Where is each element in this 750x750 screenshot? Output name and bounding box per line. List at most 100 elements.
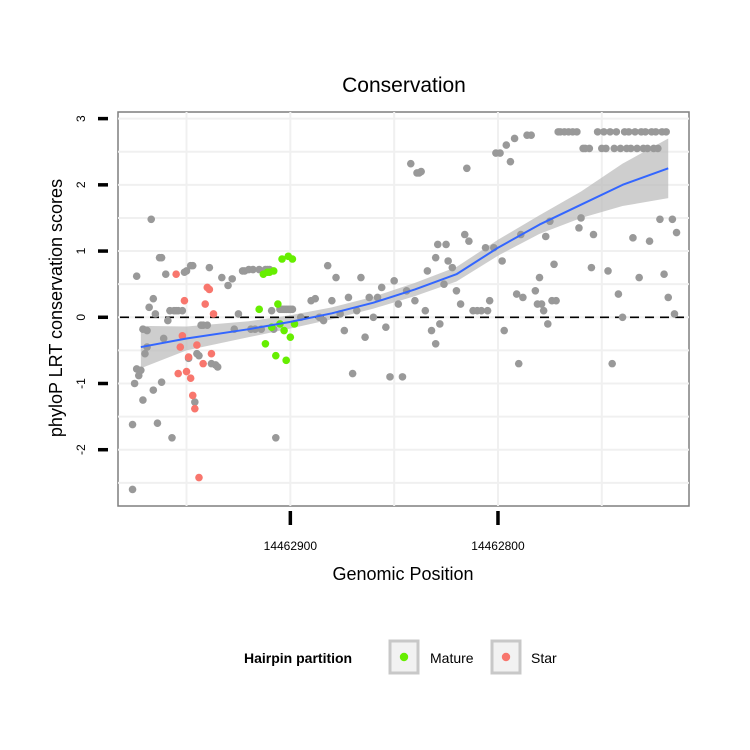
data-point-other bbox=[249, 265, 257, 274]
data-point-mature bbox=[269, 267, 278, 275]
data-point-other bbox=[164, 316, 172, 325]
data-point-other bbox=[629, 234, 637, 242]
data-point-other bbox=[149, 294, 158, 303]
legend-label-star: Star bbox=[531, 650, 557, 666]
data-point-other bbox=[506, 157, 515, 166]
data-point-other bbox=[417, 167, 425, 176]
data-point-other bbox=[444, 257, 452, 265]
data-point-other bbox=[411, 296, 419, 305]
data-point-other bbox=[213, 363, 222, 371]
data-point-other bbox=[643, 144, 652, 153]
data-point-other bbox=[178, 306, 187, 315]
legend-label-mature: Mature bbox=[430, 650, 474, 666]
data-point-other bbox=[664, 293, 673, 302]
data-point-other bbox=[618, 313, 627, 322]
data-point-other bbox=[600, 128, 608, 136]
data-point-other bbox=[514, 359, 523, 368]
data-point-star bbox=[172, 270, 180, 279]
data-point-other bbox=[137, 366, 145, 375]
legend-title: Hairpin partition bbox=[244, 650, 352, 666]
data-point-other bbox=[143, 326, 151, 335]
data-point-other bbox=[527, 131, 535, 139]
x-axis-label: Genomic Position bbox=[332, 564, 473, 584]
data-point-other bbox=[205, 263, 214, 272]
data-point-star bbox=[205, 285, 214, 294]
data-point-star bbox=[209, 310, 218, 318]
data-point-other bbox=[436, 320, 444, 328]
data-point-other bbox=[218, 273, 226, 282]
data-point-other bbox=[182, 267, 191, 275]
data-point-other bbox=[361, 333, 369, 341]
data-point-other bbox=[604, 267, 612, 275]
data-point-other bbox=[427, 326, 436, 335]
data-point-other bbox=[656, 215, 664, 224]
legend-dot-star bbox=[501, 652, 511, 662]
data-point-other bbox=[660, 270, 668, 279]
data-point-other bbox=[234, 310, 243, 318]
data-point-mature bbox=[272, 351, 280, 360]
data-point-other bbox=[344, 293, 353, 302]
y-tick-label: 1 bbox=[74, 247, 88, 254]
data-point-other bbox=[477, 306, 486, 315]
data-point-other bbox=[149, 386, 158, 394]
data-point-other bbox=[498, 257, 506, 265]
data-point-other bbox=[535, 273, 544, 282]
x-tick-label: 14462900 bbox=[264, 539, 318, 553]
data-point-star bbox=[178, 332, 187, 340]
data-point-other bbox=[191, 398, 199, 406]
data-point-other bbox=[602, 144, 610, 153]
data-point-other bbox=[440, 280, 448, 288]
data-point-other bbox=[153, 419, 162, 428]
data-point-other bbox=[421, 306, 430, 315]
data-point-other bbox=[483, 306, 492, 315]
y-tick-label: -2 bbox=[74, 444, 88, 455]
data-point-other bbox=[463, 164, 471, 173]
data-point-other bbox=[645, 237, 654, 245]
data-point-other bbox=[585, 144, 594, 153]
data-point-other bbox=[319, 316, 328, 325]
data-point-other bbox=[267, 306, 276, 315]
data-point-star bbox=[180, 296, 189, 305]
data-point-other bbox=[188, 261, 197, 270]
data-point-other bbox=[168, 433, 176, 442]
data-point-other bbox=[373, 293, 382, 302]
x-tick-label: 14462800 bbox=[471, 539, 525, 553]
data-point-other bbox=[672, 228, 681, 237]
data-point-star bbox=[182, 367, 191, 376]
data-point-other bbox=[406, 159, 415, 168]
data-point-other bbox=[654, 144, 662, 153]
data-point-other bbox=[670, 310, 679, 318]
data-point-other bbox=[531, 286, 540, 295]
data-point-mature bbox=[286, 333, 295, 341]
data-point-other bbox=[512, 290, 521, 298]
data-point-other bbox=[541, 232, 550, 241]
data-point-other bbox=[448, 263, 457, 272]
data-point-other bbox=[145, 303, 153, 312]
data-point-other bbox=[382, 323, 390, 332]
data-point-other bbox=[151, 310, 160, 318]
data-point-other bbox=[593, 128, 602, 136]
legend-dot-mature bbox=[399, 652, 409, 662]
data-point-other bbox=[288, 305, 297, 314]
data-point-mature bbox=[278, 255, 286, 263]
axis-ticks: 3 2 1 0 -1 -2 14462900 14462800 bbox=[74, 115, 525, 553]
data-point-other bbox=[161, 270, 170, 279]
data-point-other bbox=[575, 224, 583, 232]
y-tick-label: 2 bbox=[74, 181, 88, 188]
data-point-other bbox=[500, 326, 509, 335]
data-point-other bbox=[332, 273, 340, 282]
data-point-other bbox=[577, 214, 585, 222]
data-point-other bbox=[606, 128, 614, 136]
data-point-other bbox=[365, 293, 374, 302]
data-point-other bbox=[633, 144, 641, 153]
data-point-other bbox=[340, 326, 349, 335]
y-tick-label: 0 bbox=[74, 314, 88, 321]
y-axis-label: phyloP LRT conservation scores bbox=[46, 179, 66, 437]
data-point-star bbox=[184, 353, 193, 361]
data-point-other bbox=[612, 128, 621, 136]
data-point-star bbox=[195, 473, 203, 482]
data-point-other bbox=[128, 420, 137, 429]
data-point-other bbox=[423, 267, 432, 275]
data-point-mature bbox=[280, 326, 288, 335]
